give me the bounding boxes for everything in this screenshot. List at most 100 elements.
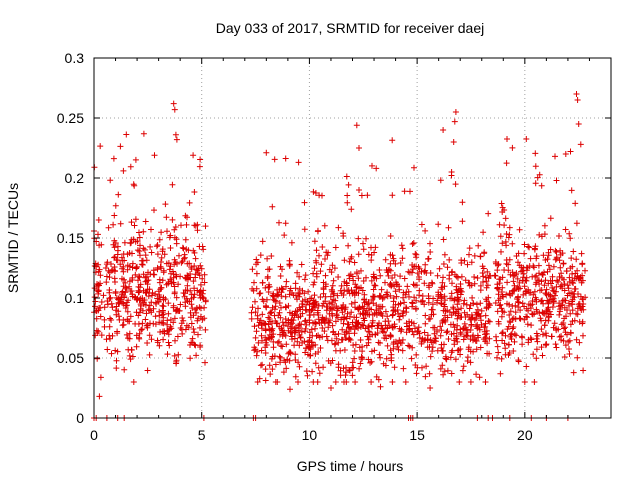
data-point [533,346,540,353]
data-point [422,312,429,319]
data-point [479,270,486,276]
data-point [559,298,566,304]
data-point [142,316,149,323]
data-point [257,252,264,259]
data-point [568,187,575,194]
data-point [265,321,272,328]
data-point [533,279,540,286]
data-point [566,302,572,309]
data-point [507,292,514,299]
data-point [438,301,445,307]
data-point [413,306,419,313]
data-point [447,321,454,328]
y-axis-label: SRMTID / TECUs [5,183,21,293]
data-point [97,272,104,279]
data-point [552,247,559,254]
data-point [515,304,522,310]
data-point [137,295,144,302]
data-point [146,286,153,293]
data-point [278,293,285,300]
data-point [327,293,334,300]
data-point [347,313,353,320]
data-point [139,320,146,327]
data-point [561,304,568,311]
data-point [136,234,143,241]
data-point [382,279,388,286]
data-point [365,336,372,343]
data-point [440,261,447,267]
data-point [143,289,150,296]
data-point [394,281,401,288]
data-point [477,300,484,307]
data-point [539,297,545,304]
data-point [107,315,113,322]
data-point [559,250,566,257]
data-point [282,293,289,300]
data-point [98,299,105,305]
y-tick-label: 0.25 [57,110,84,126]
data-point [564,331,570,338]
data-point [172,259,179,266]
data-point [530,291,537,298]
data-point [98,332,105,339]
data-point [323,249,330,256]
data-point [339,304,346,311]
data-point [288,333,295,340]
data-point [534,174,541,181]
data-point [356,145,362,151]
data-point [103,336,110,343]
data-point [499,240,506,247]
data-point [283,341,290,348]
data-point [253,328,260,335]
data-point [136,334,142,341]
data-point [501,267,508,273]
data-point [197,344,204,350]
data-point [502,215,509,222]
data-point [293,311,300,318]
data-point [483,278,490,285]
data-point [184,260,191,267]
data-point [120,317,127,323]
data-point [428,306,435,313]
data-point [457,351,464,358]
data-point [107,177,114,184]
data-point [268,326,274,333]
data-point [312,341,319,348]
data-point [292,351,299,358]
data-point [368,277,375,284]
data-point [374,330,381,336]
data-point [145,306,152,313]
data-point [555,326,562,333]
data-point [200,295,207,302]
data-point [262,377,269,384]
data-point [579,260,586,267]
data-point [523,363,530,370]
data-point [502,351,509,358]
data-point [431,324,438,331]
data-point [355,319,362,326]
data-point [111,212,118,219]
data-point [145,269,151,276]
data-point [139,326,146,333]
data-point [171,234,178,241]
data-point [413,254,420,261]
data-point [269,203,276,210]
data-point [200,246,207,253]
data-point [174,333,181,340]
data-point [173,240,180,247]
data-point [352,289,358,296]
data-point [400,294,407,301]
data-point [190,152,197,159]
data-point [533,335,540,342]
data-point [532,273,539,280]
data-point [471,336,478,343]
data-point [435,291,442,298]
data-point [144,340,151,346]
data-point [401,275,408,282]
data-point [95,217,102,223]
data-point [252,346,259,353]
data-point [391,364,398,371]
data-point [523,305,530,312]
data-point [535,262,542,269]
data-point [251,279,257,286]
